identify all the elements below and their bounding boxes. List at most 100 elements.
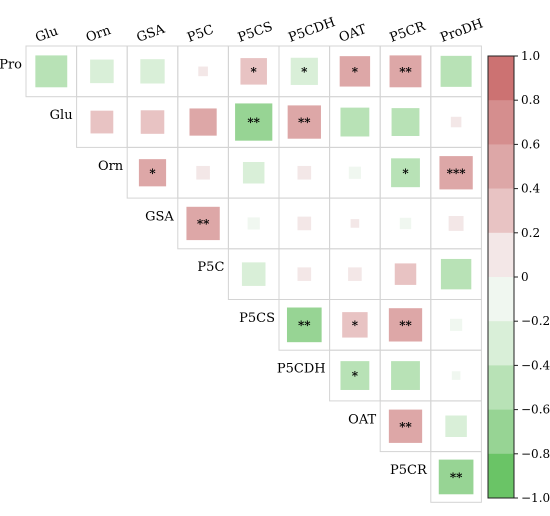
cell-Glu-P5CR <box>391 108 420 136</box>
colorbar-tick-label-8: −0.6 <box>521 403 550 417</box>
column-label-P5CDH: P5CDH <box>287 15 338 46</box>
significance-Pro-P5CDH: * <box>301 65 308 79</box>
cell-Pro-P5CDH <box>290 57 318 85</box>
cell-Glu-Orn <box>90 110 114 134</box>
cell-Pro-P5C <box>198 66 208 77</box>
cell-OAT-P5CR <box>388 409 423 443</box>
significance-OAT-P5CR: ** <box>399 420 412 434</box>
cell-GSA-OAT <box>350 219 360 228</box>
colorbar-tick-label-9: −0.8 <box>521 447 550 461</box>
colorbar-segment-7 <box>488 365 514 410</box>
cell-Pro-Glu <box>35 55 68 88</box>
significance-Orn-ProDH: *** <box>447 166 467 180</box>
colorbar-segment-1 <box>488 100 514 145</box>
significance-Pro-P5CR: ** <box>399 65 412 79</box>
column-label-P5CR: P5CR <box>388 19 429 46</box>
colorbar-tick-label-0: 1.0 <box>521 49 540 63</box>
significance-Glu-P5CDH: ** <box>298 116 311 130</box>
cell-Glu-P5CDH <box>287 105 321 139</box>
significance-P5CS-P5CDH: ** <box>298 318 311 332</box>
significance-Orn-GSA: * <box>149 166 156 180</box>
colorbar-tick-label-4: 0.2 <box>521 226 540 240</box>
significance-Orn-P5CR: * <box>402 166 409 180</box>
column-label-OAT: OAT <box>337 22 369 46</box>
cells-layer: * * * **** *** * ******* * ******* <box>35 55 474 495</box>
cell-OAT-ProDH <box>445 415 467 437</box>
cell-Pro-P5CS <box>240 58 267 85</box>
cell-Pro-Orn <box>90 59 114 84</box>
colorbar-segment-6 <box>488 321 514 366</box>
cell-Pro-GSA <box>140 59 165 84</box>
cell-Orn-P5CS <box>242 162 265 184</box>
cell-Orn-P5CDH <box>297 165 312 180</box>
colorbar-segment-0 <box>488 56 514 101</box>
grid-layer <box>25 45 482 503</box>
colorbar-segment-5 <box>488 277 514 322</box>
cell-P5C-P5CR <box>394 263 417 285</box>
cell-GSA-P5CS <box>247 217 260 230</box>
cell-Glu-OAT <box>340 107 370 137</box>
significance-P5CS-OAT: * <box>352 318 359 332</box>
significance-Pro-OAT: * <box>352 65 359 79</box>
cell-GSA-P5CDH <box>297 216 312 231</box>
colorbar-tick-label-2: 0.6 <box>521 137 540 151</box>
cell-Orn-P5CR <box>391 158 420 188</box>
row-label-Glu: Glu <box>50 108 73 123</box>
cell-P5CDH-ProDH <box>451 371 461 380</box>
colorbar-tick-label-7: −0.4 <box>521 358 550 372</box>
cell-Glu-P5CS <box>235 103 273 141</box>
cell-P5CR-ProDH <box>438 459 474 495</box>
cell-Pro-ProDH <box>440 55 472 87</box>
colorbar-segment-3 <box>488 188 514 234</box>
row-label-P5CS: P5CS <box>239 311 275 326</box>
row-label-P5C: P5C <box>197 260 224 275</box>
cell-P5C-P5CDH <box>297 267 312 281</box>
colorbar-segment-9 <box>488 453 514 499</box>
significance-P5CS-P5CR: ** <box>399 318 412 332</box>
significance-P5CDH-OAT: * <box>352 369 359 383</box>
row-label-GSA: GSA <box>145 209 174 224</box>
cell-Glu-ProDH <box>450 116 462 128</box>
colorbar-tick-label-10: −1.0 <box>521 491 550 505</box>
cell-P5CS-P5CR <box>388 308 423 342</box>
row-label-P5CR: P5CR <box>390 463 428 478</box>
cell-Orn-OAT <box>348 166 361 179</box>
colorbar-tick-label-3: 0.4 <box>521 182 540 196</box>
column-label-Orn: Orn <box>84 23 113 46</box>
row-label-OAT: OAT <box>348 412 376 427</box>
grid-cell-8-8 <box>430 451 482 503</box>
row-label-Pro: Pro <box>0 57 22 72</box>
cell-P5C-ProDH <box>440 258 472 290</box>
cell-P5CDH-P5CR <box>391 361 420 390</box>
cell-GSA-ProDH <box>448 216 464 231</box>
cell-Pro-OAT <box>339 56 371 87</box>
cell-Orn-GSA <box>138 159 167 187</box>
cell-Orn-P5C <box>196 165 210 180</box>
cell-Glu-P5C <box>189 108 217 136</box>
cell-GSA-P5CR <box>399 217 412 230</box>
cell-Orn-ProDH <box>439 156 473 190</box>
cell-P5CS-ProDH <box>450 318 463 331</box>
cell-P5CDH-OAT <box>340 361 370 390</box>
cell-P5C-P5CS <box>241 262 266 286</box>
significance-Glu-P5CS: ** <box>247 116 260 130</box>
colorbar-segment-4 <box>488 232 514 278</box>
colorbar-tick-label-5: 0 <box>521 270 529 284</box>
significance-Pro-P5CS: * <box>251 65 258 79</box>
significance-P5CR-ProDH: ** <box>450 470 463 484</box>
cell-Glu-GSA <box>140 110 165 134</box>
column-label-GSA: GSA <box>135 22 168 46</box>
colorbar-tick-label-6: −0.2 <box>521 314 550 328</box>
colorbar: 1.0 0.8 0.6 0.4 0.2 0 −0.2 −0.4 −0.6 −0.8 −1.0 <box>487 49 550 505</box>
cell-P5CS-P5CDH <box>286 307 322 343</box>
colorbar-segment-8 <box>488 409 514 455</box>
cell-GSA-P5C <box>186 206 220 241</box>
row-label-P5CDH: P5CDH <box>277 362 326 377</box>
cell-P5C-OAT <box>348 267 362 281</box>
colorbar-segment-2 <box>488 144 514 189</box>
cell-Pro-P5CR <box>389 55 422 88</box>
row-label-Orn: Orn <box>98 159 124 174</box>
colorbar-tick-label-1: 0.8 <box>521 93 540 107</box>
column-label-ProDH: ProDH <box>438 16 485 45</box>
